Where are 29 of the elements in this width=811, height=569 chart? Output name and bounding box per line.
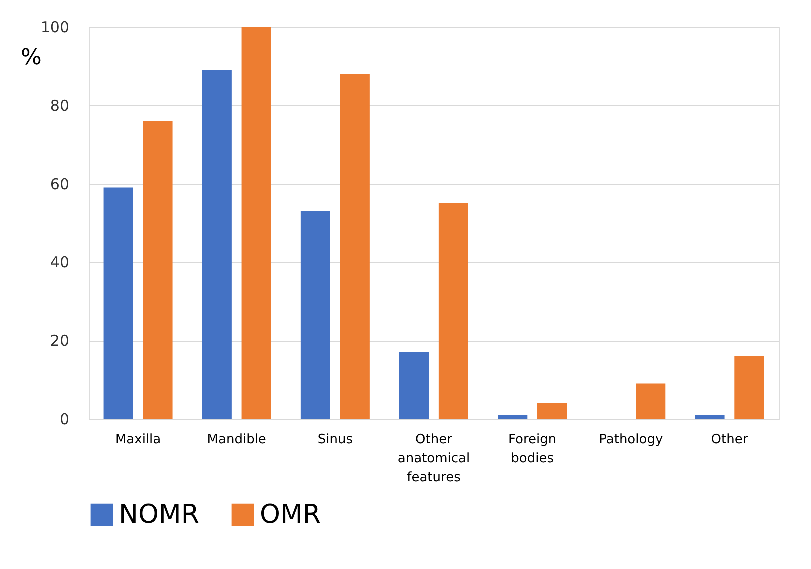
bar [300,211,330,419]
y-tick-label: 40 [50,254,70,272]
y-axis-title: % [21,46,42,70]
bar [438,203,468,419]
bar [538,403,568,419]
bar [242,27,272,419]
x-tick-label: Sinus [318,432,354,448]
legend-label: OMR [260,500,321,530]
x-tick-label: Other anatomical features [398,432,470,486]
bar [104,188,134,419]
bar [143,121,173,419]
y-tick-label: 0 [60,410,70,428]
bar [498,415,528,419]
x-tick-label: Maxilla [115,432,162,448]
legend-label: NOMR [119,500,200,530]
x-tick-label: Other [711,432,749,448]
bar [400,352,430,419]
x-tick-label: Pathology [599,432,664,448]
bar [636,384,666,419]
x-tick-label: Foreign bodies [508,432,557,466]
y-tick-label: 20 [50,332,70,350]
bar [202,70,232,419]
y-tick-label: 80 [50,96,70,115]
y-tick-label: 100 [40,18,70,36]
bar [695,415,725,419]
x-tick-label: Mandible [207,432,266,448]
bar [340,74,370,419]
y-tick-label: 60 [50,175,70,194]
bar [734,356,764,419]
